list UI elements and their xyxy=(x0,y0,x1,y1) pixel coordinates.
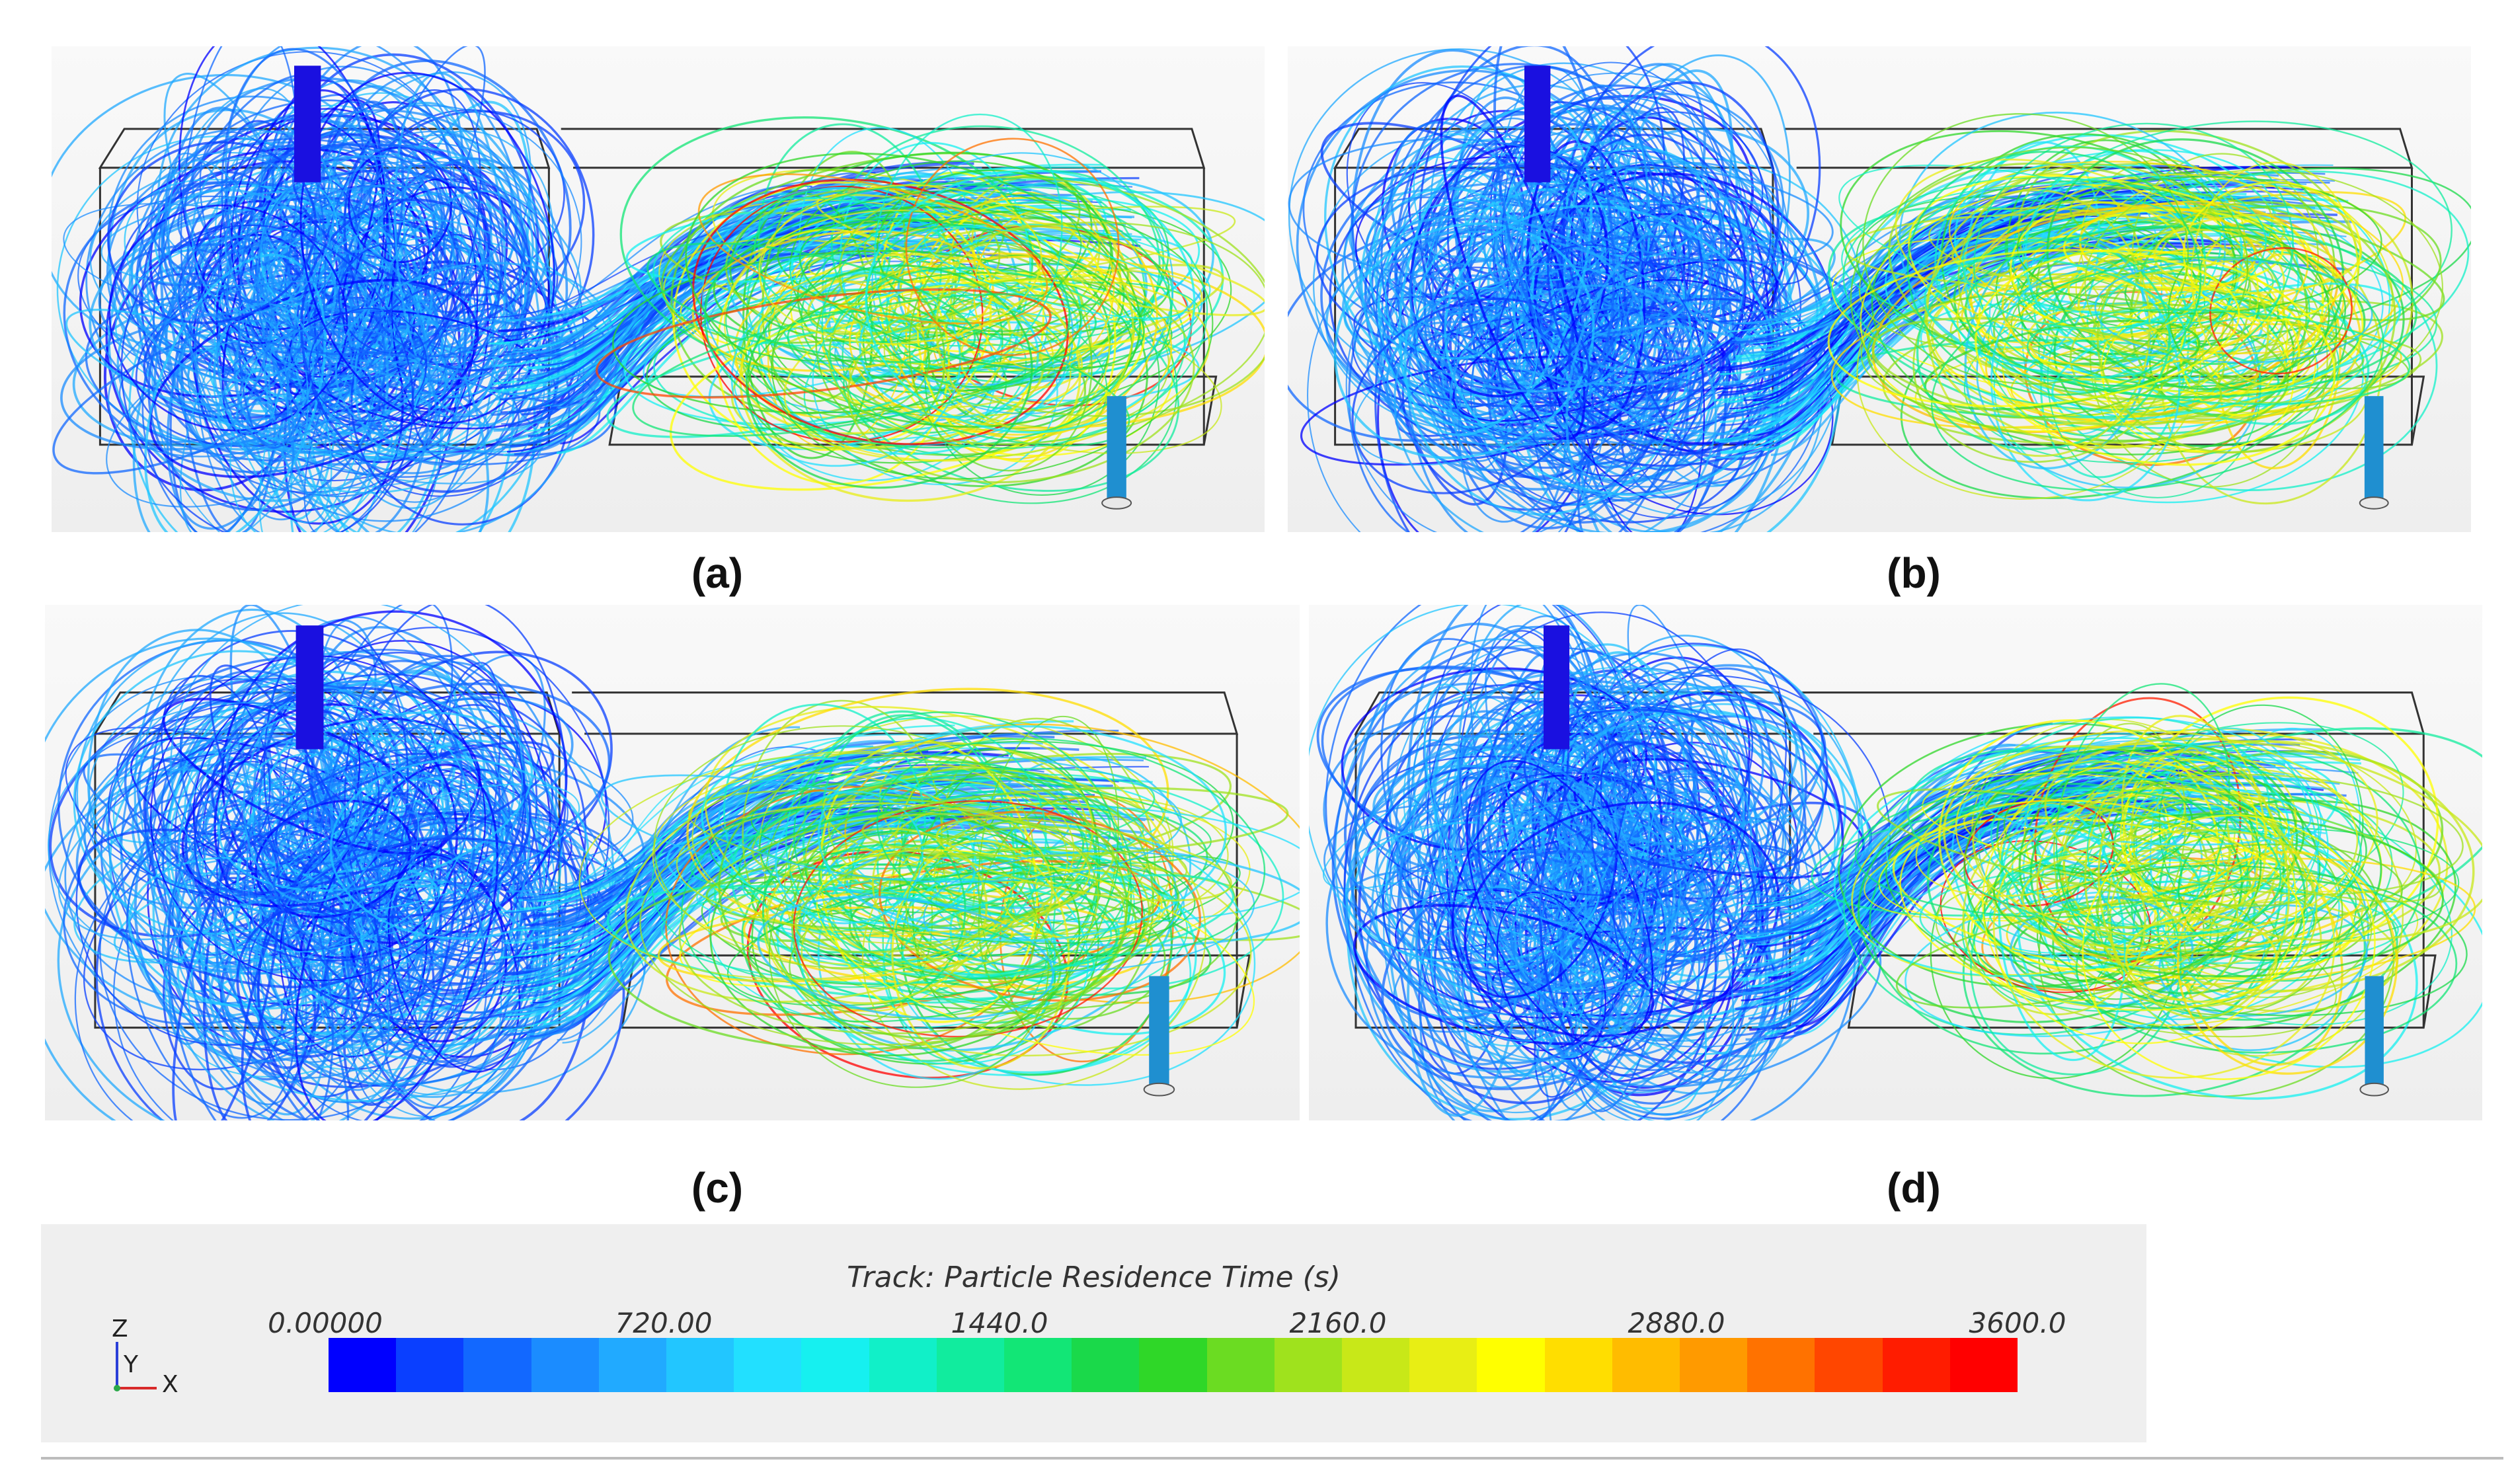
divider xyxy=(41,1457,2503,1460)
panel-a xyxy=(52,46,1265,532)
colorbar-segment xyxy=(1882,1338,1950,1392)
particle-tracks-b xyxy=(1288,46,2471,532)
axes-triad-icon: Z Y X xyxy=(104,1315,183,1401)
particle-tracks-c xyxy=(45,605,1300,1120)
colorbar-segment xyxy=(936,1338,1005,1392)
colorbar xyxy=(329,1338,2018,1392)
colorbar-segment xyxy=(1072,1338,1140,1392)
panel-c xyxy=(45,605,1300,1120)
colorbar-segment xyxy=(1612,1338,1680,1392)
colorbar-segment xyxy=(1206,1338,1275,1392)
tick-label: 0.00000 xyxy=(268,1307,383,1339)
colorbar-segment xyxy=(1815,1338,1883,1392)
colorbar-segment xyxy=(734,1338,802,1392)
caption-b: (b) xyxy=(1887,549,1941,597)
axis-y-label: Y xyxy=(124,1351,138,1378)
colorbar-segment xyxy=(1477,1338,1545,1392)
colorbar-segment xyxy=(1274,1338,1343,1392)
colorbar-legend: Z Y X Track: Particle Residence Time (s)… xyxy=(41,1224,2146,1442)
colorbar-segment xyxy=(801,1338,869,1392)
caption-c: (c) xyxy=(691,1164,744,1212)
caption-a: (a) xyxy=(691,549,744,597)
panel-d xyxy=(1309,605,2482,1120)
particle-tracks-a xyxy=(52,46,1265,532)
colorbar-segment xyxy=(1949,1338,2018,1392)
colorbar-segment xyxy=(396,1338,464,1392)
tick-label: 1440.0 xyxy=(951,1307,1048,1339)
caption-d: (d) xyxy=(1887,1164,1941,1212)
colorbar-segment xyxy=(531,1338,599,1392)
colorbar-segment xyxy=(1680,1338,1748,1392)
colorbar-segment xyxy=(1747,1338,1815,1392)
colorbar-segment xyxy=(598,1338,667,1392)
tick-label: 3600.0 xyxy=(1969,1307,2066,1339)
colorbar-segment xyxy=(1139,1338,1207,1392)
tick-label: 2160.0 xyxy=(1289,1307,1387,1339)
legend-title: Track: Particle Residence Time (s) xyxy=(847,1261,1341,1294)
colorbar-segment xyxy=(1544,1338,1612,1392)
particle-tracks-d xyxy=(1309,605,2482,1120)
tick-label: 2880.0 xyxy=(1628,1307,1725,1339)
axis-x-label: X xyxy=(162,1371,178,1398)
colorbar-segment xyxy=(1004,1338,1072,1392)
colorbar-segment xyxy=(869,1338,937,1392)
tick-label: 720.00 xyxy=(615,1307,713,1339)
axis-z-label: Z xyxy=(112,1315,128,1343)
colorbar-segment xyxy=(463,1338,531,1392)
colorbar-segment xyxy=(1409,1338,1477,1392)
colorbar-segment xyxy=(329,1338,397,1392)
colorbar-segment xyxy=(1342,1338,1410,1392)
panel-b xyxy=(1288,46,2471,532)
colorbar-segment xyxy=(666,1338,734,1392)
